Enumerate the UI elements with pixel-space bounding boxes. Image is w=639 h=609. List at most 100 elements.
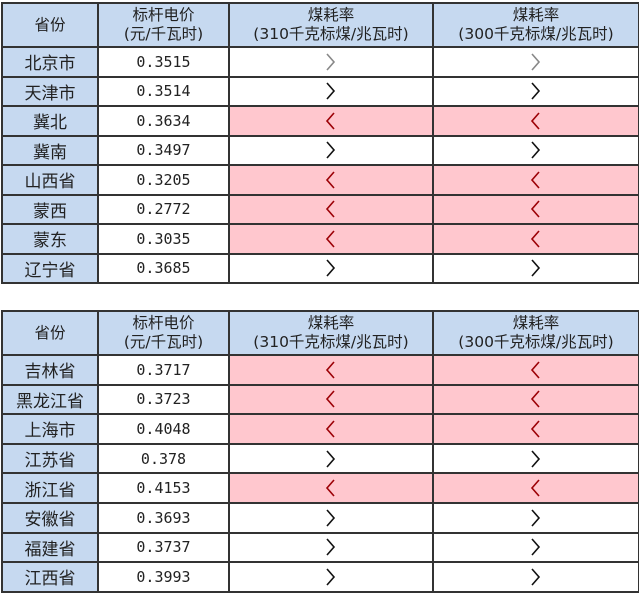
- less-than-icon: [325, 200, 335, 218]
- table-row: 安徽省 0.3693: [1, 501, 639, 534]
- greater-than-icon: [531, 82, 541, 100]
- greater-than-icon: [326, 141, 336, 159]
- price-cell: 0.3723: [97, 383, 230, 416]
- price-cell: 0.2772: [97, 193, 230, 225]
- header-label: 省份: [34, 323, 66, 342]
- coal-300-cell: [432, 413, 639, 445]
- header-label: (310千克标煤/兆瓦时): [253, 333, 409, 351]
- greater-than-icon: [531, 450, 541, 468]
- table-row: 浙江省 0.4153: [1, 472, 639, 504]
- coal-300-cell: [432, 134, 639, 166]
- less-than-icon: [325, 361, 335, 379]
- province-cell: 上海市: [1, 413, 99, 445]
- header-cell: 标杆电价 (元/千瓦时): [97, 310, 230, 356]
- greater-than-icon: [326, 568, 336, 586]
- coal-310-cell: [228, 46, 434, 78]
- coal-300-cell: [432, 442, 639, 475]
- coal-300-cell: [432, 46, 639, 78]
- province-cell: 辽宁省: [1, 252, 99, 284]
- price-table-2: 省份 标杆电价 (元/千瓦时) 煤耗率 (310千克标煤/兆瓦时) 煤耗率 (300千克标煤…: [1, 310, 639, 593]
- header-cell: 省份: [1, 2, 99, 48]
- greater-than-icon: [531, 259, 541, 277]
- header-row: 省份 标杆电价 (元/千瓦时) 煤耗率 (310千克标煤/兆瓦时) 煤耗率 (300千克标煤…: [1, 310, 639, 356]
- table-row: 江西省 0.3993: [1, 561, 639, 593]
- header-cell: 煤耗率 (300千克标煤/兆瓦时): [432, 310, 639, 356]
- table-row: 蒙东 0.3035: [1, 223, 639, 255]
- less-than-icon: [325, 390, 335, 408]
- coal-300-cell: [432, 105, 639, 137]
- less-than-icon: [530, 420, 540, 438]
- price-cell: 0.378: [97, 442, 230, 475]
- less-than-icon: [530, 479, 540, 497]
- price-cell: 0.3737: [97, 531, 230, 564]
- less-than-icon: [530, 171, 540, 189]
- price-cell: 0.3634: [97, 105, 230, 137]
- less-than-icon: [325, 171, 335, 189]
- coal-300-cell: [432, 383, 639, 416]
- greater-than-icon: [531, 538, 541, 556]
- province-cell: 蒙东: [1, 223, 99, 255]
- coal-310-cell: [228, 561, 434, 593]
- price-cell: 0.3717: [97, 354, 230, 386]
- price-cell: 0.3035: [97, 223, 230, 255]
- price-table-1: 省份 标杆电价 (元/千瓦时) 煤耗率 (310千克标煤/兆瓦时) 煤耗率 (300千克标煤…: [1, 2, 639, 284]
- coal-310-cell: [228, 472, 434, 504]
- coal-300-cell: [432, 193, 639, 225]
- less-than-icon: [325, 479, 335, 497]
- coal-310-cell: [228, 413, 434, 445]
- table-row: 黑龙江省 0.3723: [1, 383, 639, 416]
- header-cell: 煤耗率 (300千克标煤/兆瓦时): [432, 2, 639, 48]
- header-label: 标杆电价: [132, 6, 195, 24]
- less-than-icon: [530, 112, 540, 130]
- coal-310-cell: [228, 193, 434, 225]
- coal-310-cell: [228, 354, 434, 386]
- table-row: 天津市 0.3514: [1, 75, 639, 107]
- less-than-icon: [325, 420, 335, 438]
- coal-310-cell: [228, 501, 434, 534]
- greater-than-icon: [326, 82, 336, 100]
- coal-310-cell: [228, 134, 434, 166]
- price-cell: 0.3205: [97, 164, 230, 196]
- header-label: (300千克标煤/兆瓦时): [458, 25, 614, 43]
- price-cell: 0.3515: [97, 46, 230, 78]
- coal-300-cell: [432, 223, 639, 255]
- coal-310-cell: [228, 531, 434, 564]
- header-label: (元/千瓦时): [123, 25, 204, 43]
- price-cell: 0.4153: [97, 472, 230, 504]
- price-cell: 0.3685: [97, 252, 230, 284]
- header-label: (元/千瓦时): [123, 333, 204, 351]
- greater-than-icon: [531, 141, 541, 159]
- table-row: 山西省 0.3205: [1, 164, 639, 196]
- coal-300-cell: [432, 561, 639, 593]
- coal-310-cell: [228, 252, 434, 284]
- province-cell: 北京市: [1, 46, 99, 78]
- header-label: 煤耗率: [512, 6, 560, 24]
- header-label: 煤耗率: [512, 314, 560, 332]
- price-cell: 0.3497: [97, 134, 230, 166]
- header-cell: 煤耗率 (310千克标煤/兆瓦时): [228, 2, 434, 48]
- province-cell: 福建省: [1, 531, 99, 564]
- less-than-icon: [530, 390, 540, 408]
- coal-310-cell: [228, 164, 434, 196]
- province-cell: 冀南: [1, 134, 99, 166]
- coal-310-cell: [228, 223, 434, 255]
- greater-than-icon: [326, 509, 336, 527]
- coal-310-cell: [228, 383, 434, 416]
- greater-than-icon: [531, 568, 541, 586]
- coal-300-cell: [432, 252, 639, 284]
- greater-than-icon: [531, 509, 541, 527]
- header-cell: 标杆电价 (元/千瓦时): [97, 2, 230, 48]
- coal-300-cell: [432, 354, 639, 386]
- province-cell: 安徽省: [1, 501, 99, 534]
- header-label: 省份: [34, 15, 66, 34]
- less-than-icon: [530, 200, 540, 218]
- table-row: 上海市 0.4048: [1, 413, 639, 445]
- header-label: 标杆电价: [132, 314, 195, 332]
- table-row: 江苏省 0.378: [1, 442, 639, 475]
- greater-than-icon: [326, 53, 336, 71]
- coal-310-cell: [228, 442, 434, 475]
- coal-300-cell: [432, 531, 639, 564]
- header-cell: 省份: [1, 310, 99, 356]
- price-cell: 0.3993: [97, 561, 230, 593]
- table-row: 福建省 0.3737: [1, 531, 639, 564]
